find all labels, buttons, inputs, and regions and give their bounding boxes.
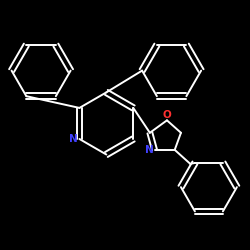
Text: N: N xyxy=(144,145,153,155)
Text: N: N xyxy=(70,134,78,144)
Text: O: O xyxy=(162,110,171,120)
